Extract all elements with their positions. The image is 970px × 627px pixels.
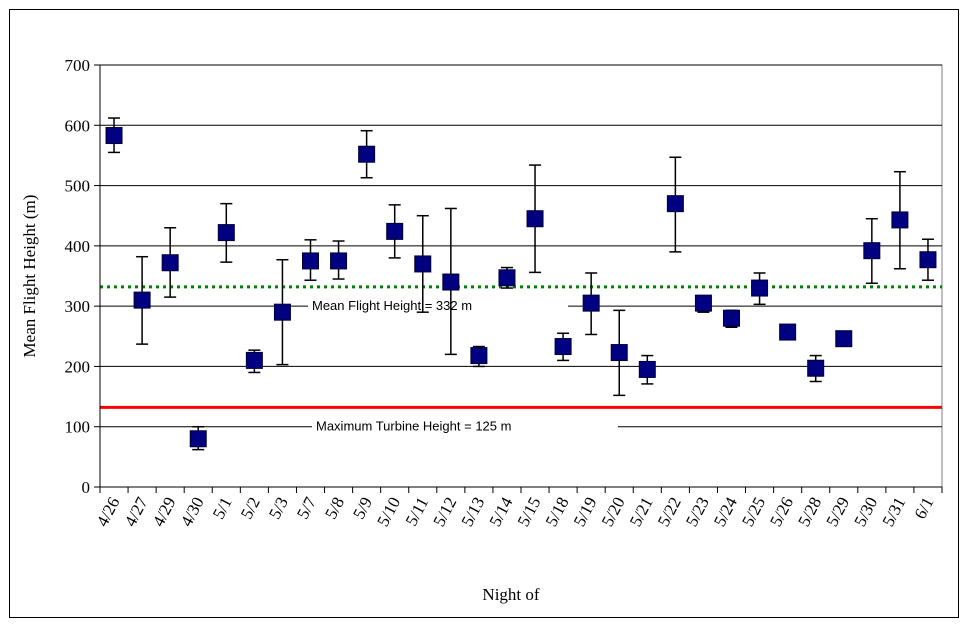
- x-tick-label: 5/29: [822, 494, 853, 530]
- x-tick-label: 5/18: [542, 494, 573, 530]
- x-tick-label: 5/20: [598, 494, 629, 530]
- x-tick-label: 5/12: [429, 494, 460, 530]
- data-point: [919, 251, 937, 269]
- data-point: [358, 145, 376, 163]
- data-point: [302, 252, 319, 270]
- error-bars: [108, 117, 934, 451]
- x-tick-label: 6/1: [911, 494, 938, 522]
- x-tick-label: 5/31: [878, 494, 909, 530]
- x-tick-label: 5/14: [486, 494, 517, 530]
- x-tick-label: 5/2: [237, 494, 264, 522]
- x-tick-label: 5/21: [626, 494, 657, 530]
- x-tick-label: 4/29: [149, 494, 180, 530]
- data-point: [723, 309, 740, 327]
- data-point: [498, 269, 516, 287]
- x-tick-label: 5/11: [402, 494, 433, 529]
- x-tick-label: 5/23: [682, 494, 713, 530]
- x-tick-label: 4/30: [177, 494, 208, 530]
- data-point: [779, 323, 797, 341]
- flight-height-chart: Mean Flight Height = 332 m Maximum Turbin…: [20, 56, 943, 604]
- x-tick-label: 5/15: [514, 494, 545, 530]
- data-point: [638, 360, 656, 378]
- data-point: [442, 273, 460, 291]
- annotation-background: [308, 296, 568, 315]
- data-point: [330, 252, 348, 270]
- data-point: [273, 303, 291, 321]
- annotation-background: [312, 416, 618, 435]
- data-point: [161, 254, 179, 272]
- data-point: [807, 359, 825, 377]
- y-tick-label: 100: [65, 418, 91, 437]
- data-point: [694, 294, 712, 312]
- x-tick-label: 5/25: [738, 494, 769, 530]
- data-point: [610, 344, 628, 362]
- x-tick-label: 5/9: [349, 494, 376, 522]
- x-tick-label: 5/3: [265, 494, 292, 522]
- data-point: [386, 222, 404, 240]
- data-point: [582, 294, 600, 312]
- x-tick-label: 5/24: [710, 494, 741, 530]
- data-point: [105, 127, 123, 145]
- chart-frame: Mean Flight Height = 332 m Maximum Turbin…: [9, 9, 959, 618]
- turbine-height-label: Maximum Turbine Height = 125 m: [316, 419, 511, 434]
- data-point: [133, 291, 151, 309]
- x-tick-label: 5/28: [794, 494, 825, 530]
- x-axis-title: Night of: [482, 585, 539, 604]
- data-point: [666, 195, 684, 213]
- data-point: [751, 279, 769, 297]
- x-tick-label: 5/1: [209, 494, 236, 522]
- y-tick-label: 300: [65, 297, 91, 316]
- y-tick-label: 200: [65, 357, 91, 376]
- y-tick-label: 0: [82, 478, 91, 497]
- data-point: [217, 224, 235, 242]
- x-tick-label: 4/27: [121, 494, 152, 530]
- reference-lines: Mean Flight Height = 332 m Maximum Turbin…: [100, 285, 942, 435]
- x-tick-label: 5/13: [457, 494, 488, 530]
- x-tick-label: 5/22: [654, 494, 685, 530]
- data-point: [414, 255, 432, 273]
- x-tick-label: 5/10: [373, 494, 404, 530]
- data-point: [189, 430, 207, 448]
- data-point: [245, 351, 263, 369]
- y-tick-label: 400: [65, 237, 91, 256]
- y-tick-label: 600: [65, 116, 91, 135]
- data-point: [470, 347, 488, 365]
- x-tick-label: 5/26: [766, 494, 797, 530]
- data-points: [105, 127, 937, 448]
- x-tick-label: 5/19: [570, 494, 601, 530]
- axes: [94, 64, 943, 493]
- data-point: [526, 210, 544, 228]
- mean-height-label: Mean Flight Height = 332 m: [312, 298, 472, 313]
- data-point: [835, 330, 853, 348]
- x-tick-label: 5/7: [293, 494, 320, 523]
- x-tick-label: 5/30: [850, 494, 881, 530]
- data-point: [554, 338, 572, 356]
- x-tick-label: 5/8: [321, 494, 348, 522]
- x-tick-label: 4/26: [93, 494, 124, 530]
- y-tick-label: 700: [65, 56, 91, 75]
- y-axis-title: Mean Flight Height (m): [20, 195, 39, 358]
- data-point: [891, 211, 909, 229]
- y-tick-label: 500: [65, 177, 91, 196]
- data-point: [863, 242, 881, 260]
